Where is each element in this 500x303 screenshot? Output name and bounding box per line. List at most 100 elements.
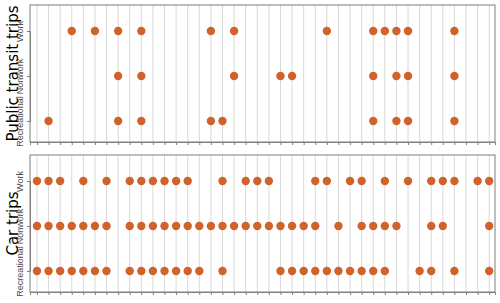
tick-mark [350, 292, 351, 295]
tick [489, 142, 490, 145]
tick-mark [118, 142, 119, 145]
tick [408, 292, 409, 295]
tick-mark [338, 292, 339, 295]
dot [44, 267, 52, 275]
tick-mark [396, 142, 397, 145]
plot-background [30, 155, 495, 292]
tick-mark [280, 142, 281, 145]
tick-mark [141, 292, 142, 295]
grid-line [303, 5, 304, 142]
dot [195, 222, 203, 230]
tick-mark [257, 142, 258, 145]
dot [276, 72, 284, 80]
tick [199, 292, 200, 295]
axis-line [27, 182, 31, 272]
dot [33, 267, 41, 275]
tick [304, 142, 305, 145]
tick-mark [478, 292, 479, 295]
grid [37, 155, 489, 292]
tick-mark [431, 142, 432, 145]
marks [33, 177, 494, 275]
dot [381, 267, 389, 275]
tick-mark [211, 142, 212, 145]
tick-mark [176, 142, 177, 145]
dot [381, 27, 389, 35]
tick-mark [420, 142, 421, 145]
tick [246, 142, 247, 145]
tick [176, 142, 177, 145]
tick [385, 142, 386, 145]
tick-mark [373, 142, 374, 145]
dot [56, 222, 64, 230]
dot [241, 177, 249, 185]
tick-mark [269, 142, 270, 145]
dot [79, 222, 87, 230]
dot [392, 222, 400, 230]
tick [350, 292, 351, 295]
grid-line [60, 5, 61, 142]
tick-mark [141, 142, 142, 145]
tick-mark [72, 142, 73, 145]
grid-line [408, 155, 409, 292]
dot [114, 72, 122, 80]
dot [207, 222, 215, 230]
dot [404, 72, 412, 80]
tick [60, 142, 61, 145]
tick [211, 292, 212, 295]
tick-mark [130, 142, 131, 145]
dot [485, 177, 493, 185]
tick [373, 292, 374, 295]
dot [149, 177, 157, 185]
tick [315, 142, 316, 145]
tick [420, 292, 421, 295]
tick-mark [269, 292, 270, 295]
tick-mark [408, 142, 409, 145]
dot [160, 177, 168, 185]
series [33, 177, 494, 185]
tick [95, 292, 96, 295]
dot [288, 267, 296, 275]
tick-mark [49, 292, 50, 295]
tick [188, 142, 189, 145]
tick-mark [315, 292, 316, 295]
tick-mark [246, 292, 247, 295]
dot [265, 177, 273, 185]
tick-mark [27, 121, 30, 122]
dot [91, 222, 99, 230]
tick-mark [408, 292, 409, 295]
tick [362, 292, 363, 295]
tick [234, 292, 235, 295]
dot [126, 267, 134, 275]
dot [369, 222, 377, 230]
grid [37, 5, 489, 142]
tick-mark [234, 142, 235, 145]
tick-mark [60, 292, 61, 295]
tick [408, 142, 409, 145]
tick-mark [431, 292, 432, 295]
dot [68, 267, 76, 275]
grid-line [466, 5, 467, 142]
tick-mark [37, 292, 38, 295]
dot [392, 117, 400, 125]
tick-mark [153, 142, 154, 145]
dot [149, 267, 157, 275]
dot [323, 267, 331, 275]
tick [49, 142, 50, 145]
tick-mark [304, 292, 305, 295]
tick-mark [327, 142, 328, 145]
dot [218, 222, 226, 230]
dot [56, 177, 64, 185]
grid-line [94, 5, 95, 142]
tick-mark [385, 142, 386, 145]
figure: WorkNonworkRecreationalPublic transit tr… [0, 0, 500, 303]
tick [478, 292, 479, 295]
x-axis [31, 142, 496, 145]
tick-mark [362, 292, 363, 295]
dot [184, 267, 192, 275]
tick-mark [466, 142, 467, 145]
dot [44, 117, 52, 125]
tick [37, 142, 38, 145]
tick [257, 142, 258, 145]
dot [137, 267, 145, 275]
tick-mark [420, 292, 421, 295]
